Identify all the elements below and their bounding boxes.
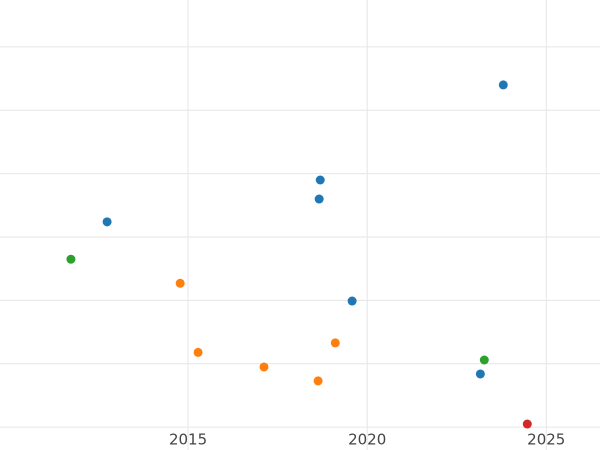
point bbox=[314, 194, 324, 204]
x-tick-label: 2020 bbox=[348, 431, 386, 449]
point bbox=[479, 355, 489, 365]
point bbox=[330, 338, 340, 348]
point bbox=[66, 254, 76, 264]
point bbox=[259, 362, 269, 372]
x-tick-label: 2015 bbox=[169, 431, 207, 449]
point bbox=[347, 296, 357, 306]
point bbox=[315, 175, 325, 185]
point bbox=[522, 419, 532, 429]
point bbox=[102, 217, 112, 227]
point bbox=[313, 376, 323, 386]
point bbox=[175, 278, 185, 288]
point bbox=[498, 80, 508, 90]
point bbox=[475, 369, 485, 379]
x-tick-label: 2025 bbox=[527, 431, 565, 449]
point bbox=[193, 347, 203, 357]
